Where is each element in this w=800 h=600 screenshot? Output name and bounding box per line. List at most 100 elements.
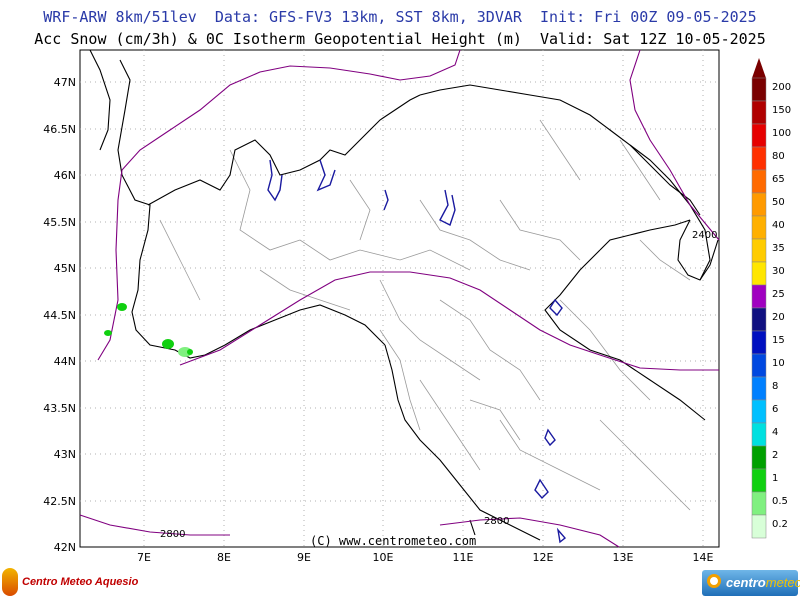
lon-label: 7E: [137, 551, 151, 564]
swiss-border: [147, 94, 421, 206]
isotherm-2800-se: [439, 517, 620, 548]
lat-label: 46.5N: [43, 123, 76, 136]
colorbar-swatch: [751, 422, 767, 447]
colorbar-swatch: [751, 215, 767, 240]
colorbar-label: 35: [772, 243, 785, 254]
lon-label: 9E: [297, 551, 311, 564]
copyright-text: (C) www.centrometeo.com: [310, 534, 477, 548]
snow-patch: [104, 330, 112, 336]
lake-maggiore: [267, 159, 283, 202]
colorbar-label: 4: [772, 427, 778, 438]
lake-bolsena: [534, 478, 549, 500]
isotherm-2400-north: [97, 49, 461, 361]
contour-label-2400: 2400: [692, 230, 717, 241]
colorbar-label: 20: [772, 312, 785, 323]
colorbar-label: 6: [772, 404, 778, 415]
lat-label: 47N: [54, 76, 76, 89]
alpine-border: [117, 59, 206, 359]
colorbar-swatch: [751, 261, 767, 286]
snow-patch: [162, 339, 174, 349]
colorbar-swatch: [751, 307, 767, 332]
colorbar-label: 40: [772, 220, 785, 231]
isotherm-2800-sw: [79, 514, 230, 536]
colorbar-swatch: [751, 468, 767, 493]
adriatic-coast: [544, 249, 706, 421]
colorbar-label: 30: [772, 266, 785, 277]
colorbar-swatch: [751, 77, 767, 102]
colorbar-label: 150: [772, 105, 791, 116]
austria-border: [419, 84, 701, 216]
ligurian-coast: [204, 304, 386, 356]
isotherm-2400-east: [629, 49, 720, 241]
lat-label: 42N: [54, 541, 76, 554]
lat-label: 43N: [54, 448, 76, 461]
lat-label: 44.5N: [43, 309, 76, 322]
colorbar-swatch: [751, 100, 767, 125]
colorbar-swatch: [751, 169, 767, 194]
lon-label: 14E: [693, 551, 714, 564]
istria-coast: [677, 219, 719, 281]
borders-coastline: [89, 49, 719, 541]
colorbar-swatch: [751, 146, 767, 171]
map-title-line-2: Acc Snow (cm/3h) & 0C Isotherm Geopotent…: [34, 30, 766, 48]
colorbar-label: 10: [772, 358, 785, 369]
colorbar-label: 15: [772, 335, 785, 346]
lat-label: 46N: [54, 169, 76, 182]
lake-garda: [439, 189, 456, 226]
colorbar-arrow: [752, 58, 766, 78]
logo-badge-icon: [2, 568, 18, 596]
isotherm-contours: [79, 49, 720, 548]
snow-patches: [104, 303, 193, 357]
lon-label: 13E: [613, 551, 634, 564]
latitude-axis: 47N 46.5N 46N 45.5N 45N 44.5N 44N 43.5N …: [43, 76, 76, 554]
colorbar-label: 1: [772, 473, 778, 484]
colorbar-label: 8: [772, 381, 778, 392]
centrometeo-logo: centrometeo: [702, 570, 800, 596]
lon-label: 8E: [217, 551, 231, 564]
lat-label: 43.5N: [43, 402, 76, 415]
lake-trasimeno: [544, 428, 556, 447]
colorbar-swatch: [751, 330, 767, 355]
logo-ring-icon: [707, 574, 721, 588]
logo-left-text: Centro Meteo Aquesio: [22, 576, 139, 588]
colorbar-label: 0.5: [772, 496, 788, 507]
lat-label: 44N: [54, 355, 76, 368]
colorbar-swatch: [751, 376, 767, 401]
colorbar-label: 2: [772, 450, 778, 461]
colorbar-label: 200: [772, 82, 791, 93]
colorbar-swatch: [751, 399, 767, 424]
lakes: [267, 159, 567, 544]
isotherm-2400-mid: [179, 271, 719, 371]
colorbar-label: 25: [772, 289, 785, 300]
lon-label: 12E: [533, 551, 554, 564]
colorbar-swatch: [751, 445, 767, 470]
colorbar-legend: 200 150 100 80 65 50 40 35 30 25 20 15 10 8 6 4 2 1 0.5 0.2: [751, 58, 791, 539]
colorbar-swatch: [751, 123, 767, 148]
corsica-tip: [469, 519, 476, 536]
contour-label-2800-west: 2800: [160, 529, 185, 540]
tyrrhenian-coast: [384, 344, 541, 541]
lagoon-comacchio: [549, 298, 563, 317]
venice-coast: [599, 219, 691, 251]
province-boundaries: [159, 119, 691, 511]
colorbar-label: 80: [772, 151, 785, 162]
lake-bracciano: [556, 527, 567, 544]
lat-label: 42.5N: [43, 495, 76, 508]
colorbar-swatch: [751, 353, 767, 378]
colorbar-swatch: [751, 491, 767, 516]
colorbar-label: 50: [772, 197, 785, 208]
snow-patch: [187, 349, 193, 355]
map-title-line-1: WRF-ARW 8km/51lev Data: GFS-FV3 13km, SS…: [43, 8, 757, 26]
lon-label: 11E: [453, 551, 474, 564]
colorbar-swatch: [751, 192, 767, 217]
snow-patch: [117, 303, 127, 311]
lat-label: 45.5N: [43, 216, 76, 229]
lake-como: [316, 159, 336, 192]
logo-right-text: centrometeo: [726, 575, 800, 590]
colorbar-label: 100: [772, 128, 791, 139]
centro-meteo-aquesio-logo: Centro Meteo Aquesio: [2, 568, 138, 596]
contour-label-2800-east: 2800: [484, 516, 509, 527]
northern-border-top: [89, 49, 111, 151]
map-frame: [79, 49, 720, 548]
